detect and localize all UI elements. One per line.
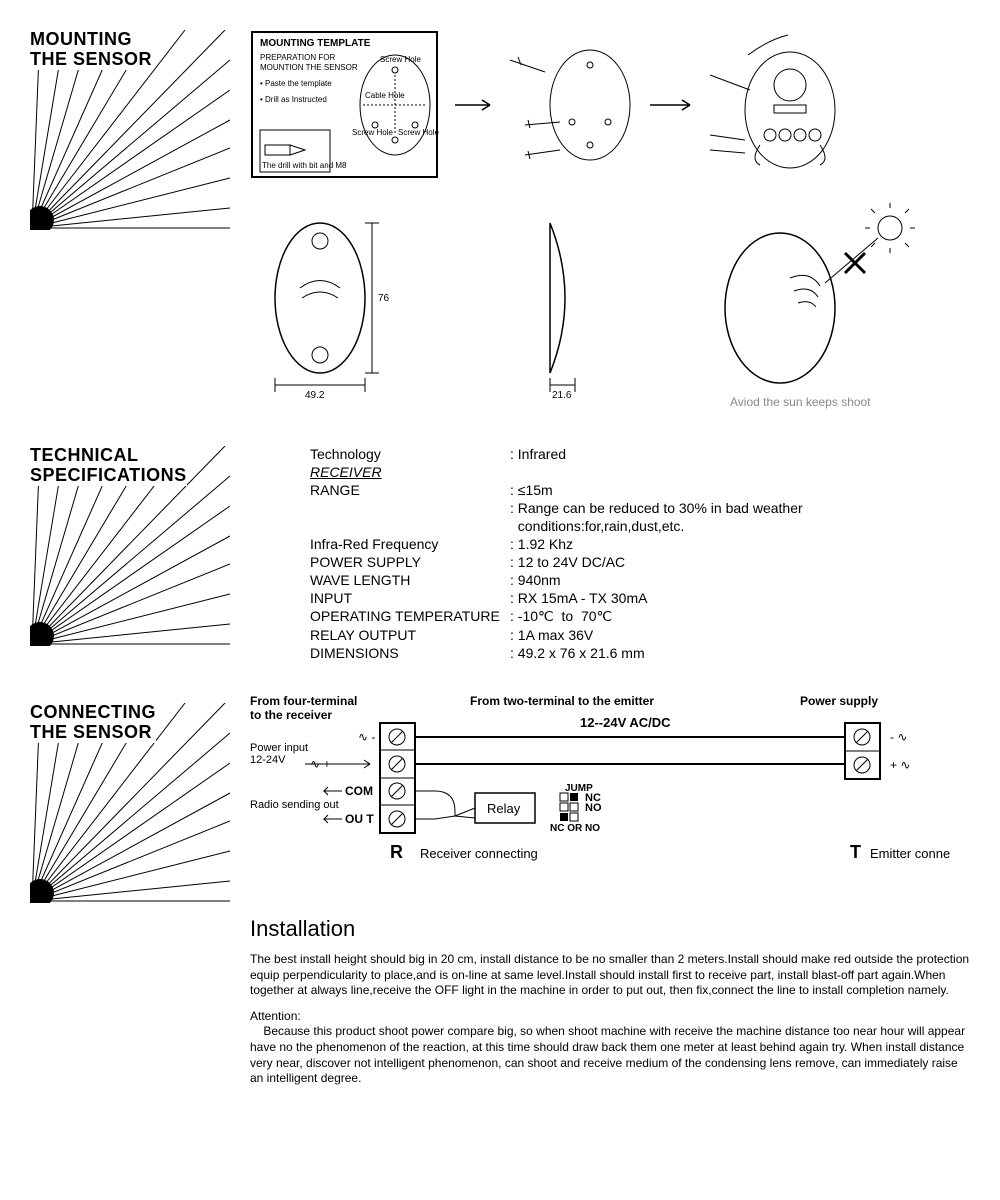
- svg-text:to the receiver: to the receiver: [250, 708, 332, 722]
- connecting-title: CONNECTING THE SENSOR: [30, 703, 156, 743]
- svg-text:Screw Hole: Screw Hole: [398, 128, 439, 137]
- spec-row: OPERATING TEMPERATURE: -10℃ to 70℃: [310, 608, 970, 625]
- svg-text:Receiver connecting: Receiver connecting: [420, 846, 538, 861]
- spec-row: DIMENSIONS: 49.2 x 76 x 21.6 mm: [310, 645, 970, 661]
- svg-text:NC OR NO: NC OR NO: [550, 823, 600, 834]
- spec-row: Infra-Red Frequency: 1.92 Khz: [310, 536, 970, 552]
- spec-row: RECEIVER: [310, 464, 970, 480]
- spec-value: conditions:for,rain,dust,etc.: [510, 518, 970, 534]
- svg-text:Cable Hole: Cable Hole: [365, 91, 405, 100]
- power-input-label: Power input: [250, 742, 308, 754]
- four-term-label: From four-terminal: [250, 694, 357, 708]
- spec-row: POWER SUPPLY: 12 to 24V DC/AC: [310, 554, 970, 570]
- svg-text:- ∿: - ∿: [890, 730, 907, 744]
- template-step2: • Drill as Instructed: [260, 95, 327, 104]
- template-heading: MOUNTING TEMPLATE: [260, 38, 371, 49]
- svg-text:Screw Hole: Screw Hole: [380, 55, 421, 64]
- spec-row: conditions:for,rain,dust,etc.: [310, 518, 970, 534]
- spec-value: : Infrared: [510, 446, 970, 462]
- t-label: T: [850, 842, 861, 862]
- svg-text:+ ∿: + ∿: [890, 758, 910, 772]
- connecting-content: From four-terminal to the receiver From …: [250, 693, 970, 1097]
- sun-note: Aviod the sun keeps shoot: [730, 395, 871, 409]
- spec-value: : 1.92 Khz: [510, 536, 970, 552]
- drill-note: The drill with bit and M8: [262, 161, 347, 170]
- mounting-row2: 76 49.2 21.6: [250, 203, 950, 413]
- spec-label: RANGE: [310, 482, 510, 498]
- spec-label: WAVE LENGTH: [310, 572, 510, 588]
- connecting-burst: CONNECTING THE SENSOR: [30, 703, 230, 903]
- mounting-row1: MOUNTING TEMPLATE PREPARATION FOR MOUNTI…: [250, 30, 950, 200]
- com-label: COM: [345, 784, 373, 798]
- spec-row: RANGE: ≤15m: [310, 482, 970, 498]
- dim-width: 49.2: [305, 390, 325, 401]
- spec-label: DIMENSIONS: [310, 645, 510, 661]
- specs-table: Technology: InfraredRECEIVERRANGE: ≤15m:…: [250, 446, 970, 663]
- template-sub: PREPARATION FOR: [260, 53, 335, 62]
- mounting-title: MOUNTING THE SENSOR: [30, 30, 152, 70]
- power-supply-label: Power supply: [800, 694, 878, 708]
- spec-label: RECEIVER: [310, 464, 510, 480]
- specs-title: TECHNICAL SPECIFICATIONS: [30, 446, 187, 486]
- out-label: OU T: [345, 812, 374, 826]
- spec-row: RELAY OUTPUT: 1A max 36V: [310, 627, 970, 643]
- attention-block: Attention: Because this product shoot po…: [250, 1009, 970, 1087]
- svg-text:Screw Hole: Screw Hole: [352, 128, 393, 137]
- wiring-diagram: From four-terminal to the receiver From …: [250, 693, 950, 893]
- radio-label: Radio sending out: [250, 799, 339, 811]
- dim-depth: 21.6: [552, 390, 572, 401]
- installation-text: The best install height should big in 20…: [250, 952, 970, 999]
- dim-height: 76: [378, 293, 390, 304]
- spec-value: : -10℃ to 70℃: [510, 608, 970, 625]
- spec-value: : ≤15m: [510, 482, 970, 498]
- spec-label: INPUT: [310, 590, 510, 606]
- r-label: R: [390, 842, 403, 862]
- spec-row: : Range can be reduced to 30% in bad wea…: [310, 500, 970, 516]
- relay-label: Relay: [487, 801, 521, 816]
- spec-value: : 1A max 36V: [510, 627, 970, 643]
- svg-text:NO: NO: [585, 802, 602, 814]
- attention-text: Because this product shoot power compare…: [250, 1024, 965, 1085]
- spec-label: OPERATING TEMPERATURE: [310, 608, 510, 625]
- voltage-label: 12--24V AC/DC: [580, 715, 671, 730]
- svg-text:12-24V: 12-24V: [250, 754, 286, 766]
- svg-text:MOUNTION THE SENSOR: MOUNTION THE SENSOR: [260, 63, 358, 72]
- installation-title: Installation: [250, 916, 970, 942]
- specs-section: TECHNICAL SPECIFICATIONS Technology: Inf…: [30, 446, 970, 663]
- spec-label: RELAY OUTPUT: [310, 627, 510, 643]
- two-term-label: From two-terminal to the emitter: [470, 694, 654, 708]
- spec-value: [510, 464, 970, 480]
- spec-row: Technology: Infrared: [310, 446, 970, 462]
- spec-value: : RX 15mA - TX 30mA: [510, 590, 970, 606]
- spec-label: [310, 518, 510, 534]
- attention-label: Attention:: [250, 1009, 301, 1023]
- mounting-diagrams: MOUNTING TEMPLATE PREPARATION FOR MOUNTI…: [250, 30, 970, 416]
- specs-burst: TECHNICAL SPECIFICATIONS: [30, 446, 230, 646]
- template-step1: • Paste the template: [260, 79, 332, 88]
- spec-value: : 940nm: [510, 572, 970, 588]
- spec-row: WAVE LENGTH: 940nm: [310, 572, 970, 588]
- spec-value: : 12 to 24V DC/AC: [510, 554, 970, 570]
- spec-value: : Range can be reduced to 30% in bad wea…: [510, 500, 970, 516]
- spec-label: [310, 500, 510, 516]
- mounting-burst: MOUNTING THE SENSOR: [30, 30, 230, 230]
- connecting-section: CONNECTING THE SENSOR From four-terminal…: [30, 693, 970, 1097]
- spec-label: Technology: [310, 446, 510, 462]
- mounting-section: MOUNTING THE SENSOR MOUNTING TEMPLATE PR…: [30, 30, 970, 416]
- spec-label: Infra-Red Frequency: [310, 536, 510, 552]
- svg-text:∿ -: ∿ -: [358, 730, 375, 744]
- spec-value: : 49.2 x 76 x 21.6 mm: [510, 645, 970, 661]
- spec-label: POWER SUPPLY: [310, 554, 510, 570]
- spec-row: INPUT: RX 15mA - TX 30mA: [310, 590, 970, 606]
- svg-text:Emitter connecting: Emitter connecting: [870, 846, 950, 861]
